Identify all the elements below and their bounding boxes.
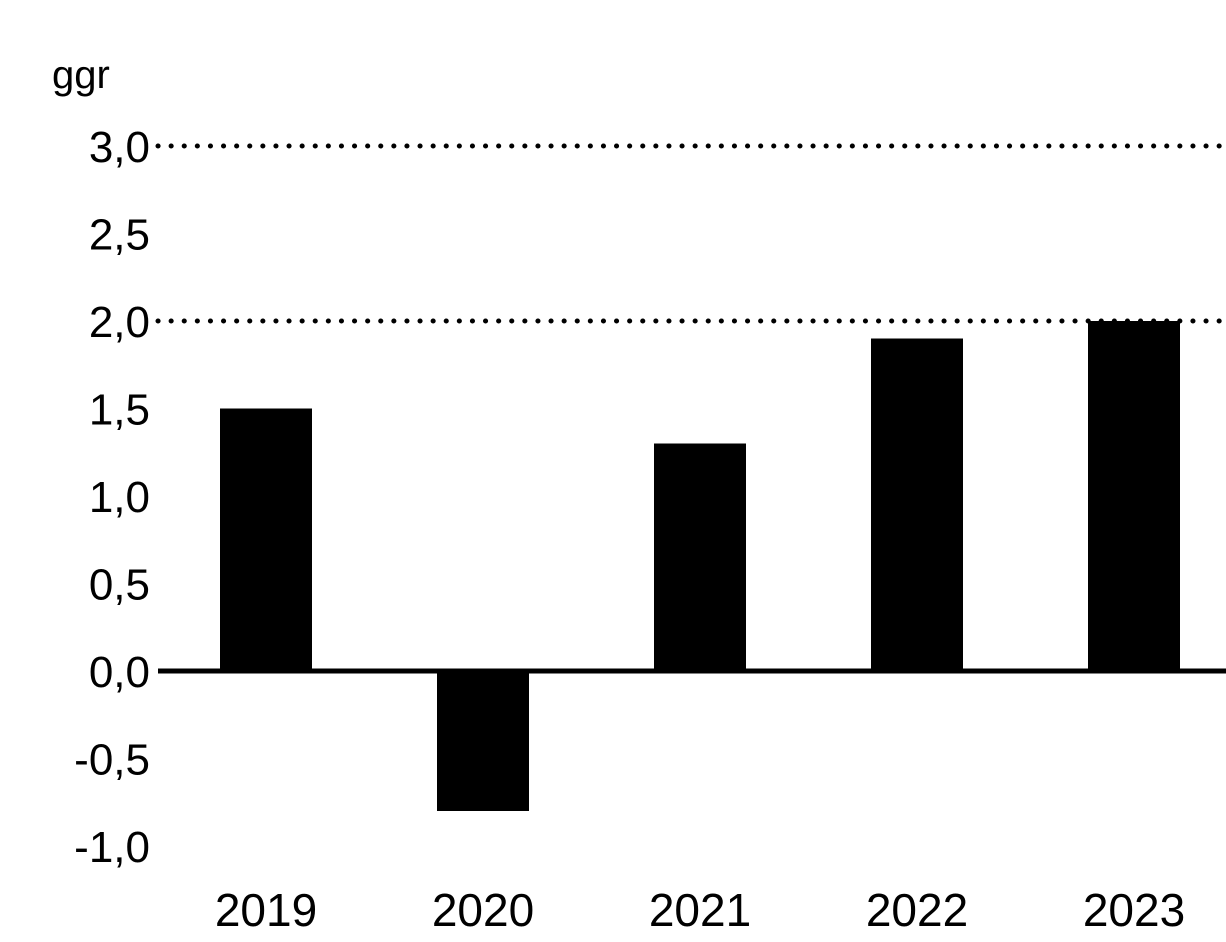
- bar-2020: [437, 671, 529, 811]
- bar-2023: [1088, 321, 1180, 671]
- y-tick-label: -0,5: [74, 736, 150, 785]
- bar-2019: [220, 408, 312, 671]
- y-axis-unit-label: ggr: [52, 53, 110, 97]
- bars: [220, 321, 1180, 811]
- y-tick-label: 0,5: [89, 561, 150, 610]
- y-tick-label: 0,0: [89, 648, 150, 697]
- bar-2022: [871, 338, 963, 671]
- bar-2021: [654, 443, 746, 671]
- y-tick-label: -1,0: [74, 823, 150, 872]
- y-tick-label: 3,0: [89, 123, 150, 172]
- x-tick-label: 2023: [1083, 884, 1185, 936]
- y-tick-label: 1,0: [89, 473, 150, 522]
- y-tick-label: 1,5: [89, 386, 150, 435]
- y-tick-label: 2,0: [89, 298, 150, 347]
- y-axis-ticks: 3,0 2,5 2,0 1,5 1,0 0,5 0,0 -0,5 -1,0: [74, 123, 150, 872]
- x-tick-label: 2019: [215, 884, 317, 936]
- x-tick-label: 2020: [432, 884, 534, 936]
- x-tick-label: 2021: [649, 884, 751, 936]
- x-axis-ticks: 2019 2020 2021 2022 2023: [215, 884, 1185, 936]
- y-tick-label: 2,5: [89, 211, 150, 260]
- reference-lines: [155, 143, 1226, 324]
- x-tick-label: 2022: [866, 884, 968, 936]
